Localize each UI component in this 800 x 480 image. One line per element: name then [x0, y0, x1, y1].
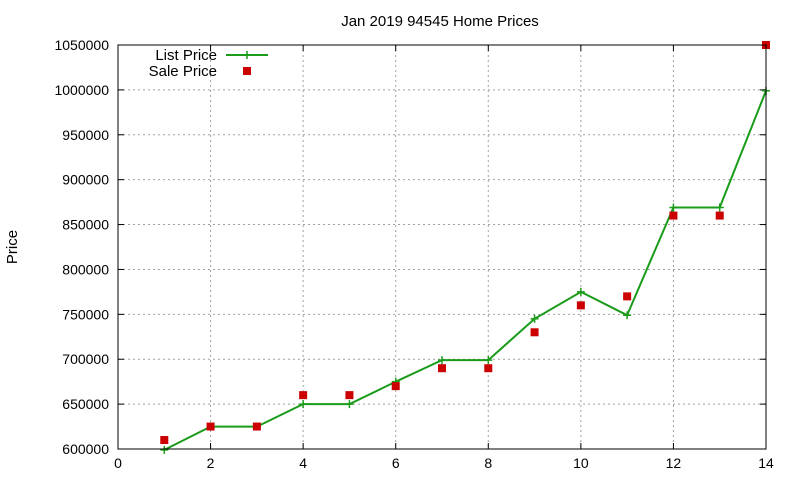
list-price-point — [669, 203, 678, 212]
list-price-point — [484, 356, 493, 365]
sale-price-point — [438, 364, 446, 373]
x-tick-label: 2 — [207, 455, 215, 471]
list-price-point — [438, 356, 446, 365]
legend-entry-sale-price: Sale Price — [149, 63, 251, 80]
y-tick-label: 600000 — [62, 441, 109, 457]
sale-price-point — [299, 391, 308, 400]
x-tick-label: 14 — [758, 455, 774, 471]
y-tick-label: 900000 — [62, 172, 109, 188]
list-price-point — [160, 445, 169, 454]
grid — [118, 45, 766, 449]
x-tick-label: 0 — [114, 455, 122, 471]
legend-label: Sale Price — [149, 63, 217, 80]
y-tick-label: 750000 — [62, 306, 109, 322]
y-axis-title: Price — [4, 230, 21, 264]
sale-price-point — [345, 391, 354, 400]
x-tick-label: 4 — [299, 455, 307, 471]
sale-price-point — [391, 382, 400, 391]
sale-price-point — [484, 364, 493, 373]
x-tick-label: 12 — [666, 455, 682, 471]
list-price-point — [345, 400, 354, 409]
list-price-point — [530, 314, 539, 323]
y-tick-label: 1000000 — [54, 82, 109, 98]
sale-price-point — [530, 328, 539, 337]
chart-title: Jan 2019 94545 Home Prices — [341, 13, 539, 30]
sale-price-point — [715, 211, 724, 220]
series-sale-price — [160, 41, 770, 445]
plot-frame — [117, 44, 767, 450]
sale-price-point — [623, 292, 632, 301]
y-tick-label: 700000 — [62, 351, 109, 367]
y-tick-label: 1050000 — [54, 37, 109, 53]
series-list-price — [160, 86, 770, 454]
list-price-line — [163, 90, 767, 451]
y-tick-label: 650000 — [62, 396, 109, 412]
list-price-point — [576, 287, 585, 296]
legend-square-swatch — [243, 67, 251, 75]
series-layer — [160, 41, 770, 454]
y-tick-label: 950000 — [62, 127, 109, 143]
list-price-point — [623, 311, 632, 320]
sale-price-point — [669, 211, 678, 220]
sale-price-point — [160, 436, 169, 445]
sale-price-point — [252, 422, 261, 431]
sale-price-point — [576, 301, 585, 310]
list-price-point — [299, 400, 308, 409]
legend-label: List Price — [155, 47, 217, 64]
x-tick-label: 8 — [484, 455, 492, 471]
sale-price-point — [206, 422, 215, 431]
x-tick-label: 6 — [392, 455, 400, 471]
y-tick-label: 850000 — [62, 217, 109, 233]
axis-ticks: 0 2 4 6 8 10 12 14 600000 650000 700000 750000 80000… — [54, 37, 774, 471]
x-tick-label: 10 — [573, 455, 589, 471]
list-price-point — [715, 203, 724, 212]
legend-entry-list-price: List Price — [155, 47, 268, 64]
y-tick-label: 800000 — [62, 261, 109, 277]
